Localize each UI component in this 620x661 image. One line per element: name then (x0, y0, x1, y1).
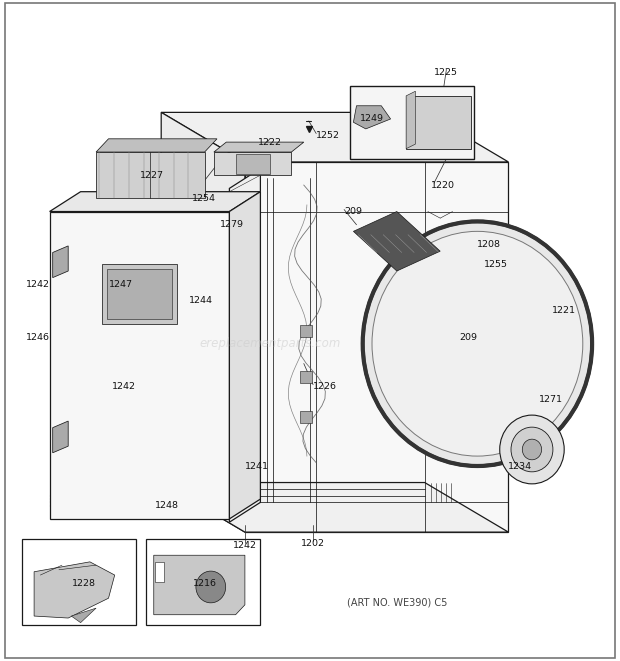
Bar (155, 562, 164, 582)
Bar (146, 539, 260, 625)
Text: 1202: 1202 (301, 539, 325, 548)
Circle shape (363, 221, 592, 466)
Polygon shape (154, 555, 245, 615)
Bar (300, 325, 312, 337)
Polygon shape (102, 264, 177, 324)
Text: 1271: 1271 (539, 395, 564, 405)
Text: 1221: 1221 (552, 306, 576, 315)
Bar (300, 371, 312, 383)
Text: 1242: 1242 (233, 541, 257, 550)
Text: (ART NO. WE390) C5: (ART NO. WE390) C5 (347, 598, 447, 608)
Bar (236, 154, 270, 174)
Circle shape (511, 427, 553, 472)
Polygon shape (406, 96, 471, 149)
Text: 1241: 1241 (245, 461, 269, 471)
Polygon shape (71, 608, 96, 623)
Polygon shape (214, 142, 304, 152)
Circle shape (196, 571, 226, 603)
Text: 1234: 1234 (508, 461, 533, 471)
Text: 1246: 1246 (25, 332, 50, 342)
Text: 1247: 1247 (108, 280, 133, 289)
Bar (22, 539, 136, 625)
Text: 1208: 1208 (477, 240, 502, 249)
Polygon shape (161, 483, 508, 532)
Polygon shape (34, 562, 115, 618)
Text: 1220: 1220 (431, 180, 455, 190)
Bar (300, 411, 312, 423)
Polygon shape (50, 212, 229, 519)
Text: 1252: 1252 (316, 131, 340, 140)
Text: 1254: 1254 (192, 194, 216, 203)
Polygon shape (229, 169, 260, 522)
Polygon shape (406, 91, 415, 149)
Text: 1226: 1226 (313, 382, 337, 391)
Text: 1248: 1248 (156, 501, 179, 510)
Polygon shape (96, 152, 205, 198)
Text: 1279: 1279 (220, 220, 244, 229)
Text: 1222: 1222 (258, 137, 281, 147)
Text: 1249: 1249 (360, 114, 384, 124)
Text: 1244: 1244 (189, 296, 213, 305)
Circle shape (500, 415, 564, 484)
Polygon shape (214, 152, 291, 175)
Polygon shape (245, 162, 508, 532)
Polygon shape (161, 112, 508, 162)
Polygon shape (96, 139, 217, 152)
Text: 1216: 1216 (193, 578, 216, 588)
Text: 1242: 1242 (25, 280, 50, 289)
Polygon shape (353, 106, 391, 129)
Polygon shape (50, 192, 260, 212)
Circle shape (522, 439, 542, 460)
Text: ereplacementparts.com: ereplacementparts.com (199, 337, 340, 350)
Polygon shape (353, 212, 440, 271)
Circle shape (372, 231, 583, 456)
Polygon shape (350, 86, 474, 159)
Polygon shape (161, 112, 245, 532)
Polygon shape (229, 192, 260, 519)
Text: 1255: 1255 (484, 260, 508, 269)
Text: 1242: 1242 (112, 382, 136, 391)
Text: 1225: 1225 (435, 68, 458, 77)
Polygon shape (107, 269, 172, 319)
Text: 209: 209 (344, 207, 362, 216)
Text: 209: 209 (459, 332, 477, 342)
Text: 1227: 1227 (140, 171, 164, 180)
Polygon shape (53, 246, 68, 278)
Polygon shape (53, 421, 68, 453)
Text: 1228: 1228 (72, 578, 95, 588)
